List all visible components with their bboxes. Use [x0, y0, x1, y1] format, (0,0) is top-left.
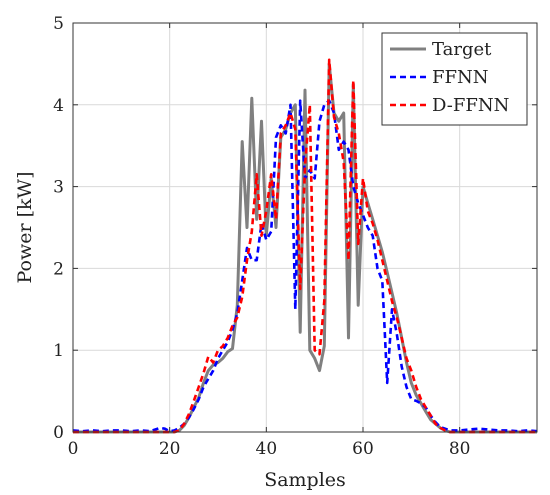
plot-frame [72, 22, 538, 433]
y-tick-label: 4 [53, 96, 64, 116]
y-tick-label: 0 [53, 423, 64, 443]
series-lines [72, 58, 538, 434]
y-axis-title: Power [kW] [14, 172, 36, 284]
legend-label: Target [432, 39, 492, 60]
y-tick-label: 1 [53, 341, 64, 361]
x-tick-label: 0 [68, 439, 79, 459]
legend-label: D-FFNN [432, 95, 509, 116]
ticks: 0 20 40 60 80 0 1 2 3 4 5 [53, 14, 537, 459]
legend: Target FFNN D-FFNN [381, 32, 528, 126]
x-axis-title: Samples [264, 469, 346, 491]
series-line-d-ffnn [73, 58, 537, 434]
y-tick-label: 5 [53, 14, 64, 34]
x-tick-label: 60 [352, 439, 374, 459]
y-tick-label: 3 [53, 178, 64, 198]
x-tick-label: 80 [449, 439, 471, 459]
legend-label: FFNN [432, 67, 488, 88]
x-tick-label: 40 [256, 439, 278, 459]
y-tick-label: 2 [53, 259, 64, 279]
x-tick-label: 20 [159, 439, 181, 459]
